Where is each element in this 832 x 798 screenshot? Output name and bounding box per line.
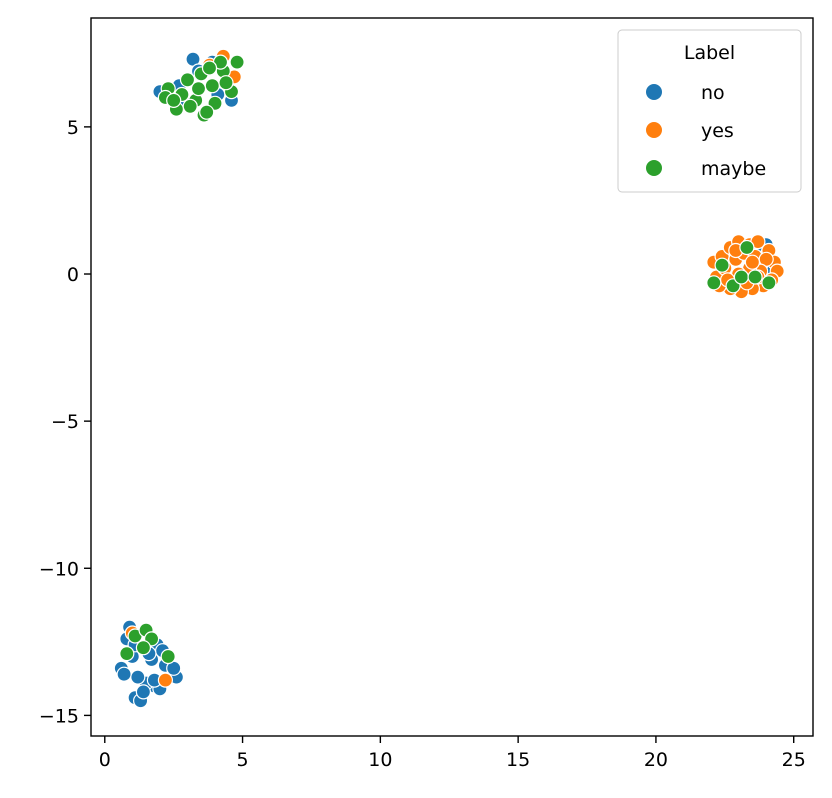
data-point-maybe (160, 648, 176, 665)
legend-marker-yes (646, 122, 662, 138)
data-point-maybe (733, 269, 750, 285)
legend-label-yes: yes (701, 120, 734, 142)
points-layer (113, 48, 785, 709)
y-tick-label: 0 (67, 264, 79, 286)
legend-label-maybe: maybe (701, 158, 766, 180)
legend: Label no yes maybe (617, 29, 802, 193)
x-tick-label: 10 (368, 749, 392, 771)
data-point-maybe (218, 75, 234, 91)
data-point-maybe (199, 104, 215, 120)
plot-frame (90, 17, 814, 737)
x-tick-label: 0 (99, 749, 111, 771)
legend-label-no: no (701, 82, 725, 104)
data-point-yes (157, 672, 173, 688)
data-point-maybe (714, 257, 730, 273)
data-point-maybe (179, 72, 196, 88)
data-point-maybe (166, 92, 182, 109)
data-point-maybe (201, 60, 218, 76)
axis-ticks: 0 5 10 15 20 25 −15 −10 −5 0 5 (39, 117, 806, 771)
series-maybe (119, 54, 777, 665)
data-point-maybe (190, 80, 207, 97)
data-point-maybe (204, 78, 220, 94)
y-tick-label: −10 (39, 558, 79, 580)
x-tick-label: 5 (237, 749, 249, 771)
legend-marker-maybe (646, 160, 662, 176)
x-tick-label: 25 (782, 749, 806, 771)
data-point-maybe (119, 645, 135, 662)
y-tick-label: 5 (67, 117, 79, 139)
legend-marker-no (646, 84, 662, 100)
data-point-maybe (739, 239, 755, 256)
data-point-maybe (135, 640, 151, 656)
data-point-no (116, 666, 132, 682)
data-point-maybe (229, 54, 245, 70)
data-point-no (130, 669, 146, 685)
data-point-maybe (706, 275, 722, 291)
y-tick-label: −15 (39, 705, 79, 727)
x-tick-label: 20 (644, 749, 668, 771)
data-point-maybe (747, 269, 763, 285)
legend-title: Label (684, 42, 735, 64)
data-point-yes (744, 254, 761, 270)
data-point-maybe (761, 275, 777, 291)
x-tick-label: 15 (506, 749, 530, 771)
data-point-no (135, 684, 151, 700)
y-tick-label: −5 (51, 411, 79, 433)
data-point-maybe (182, 98, 198, 114)
legend-box (617, 29, 802, 193)
